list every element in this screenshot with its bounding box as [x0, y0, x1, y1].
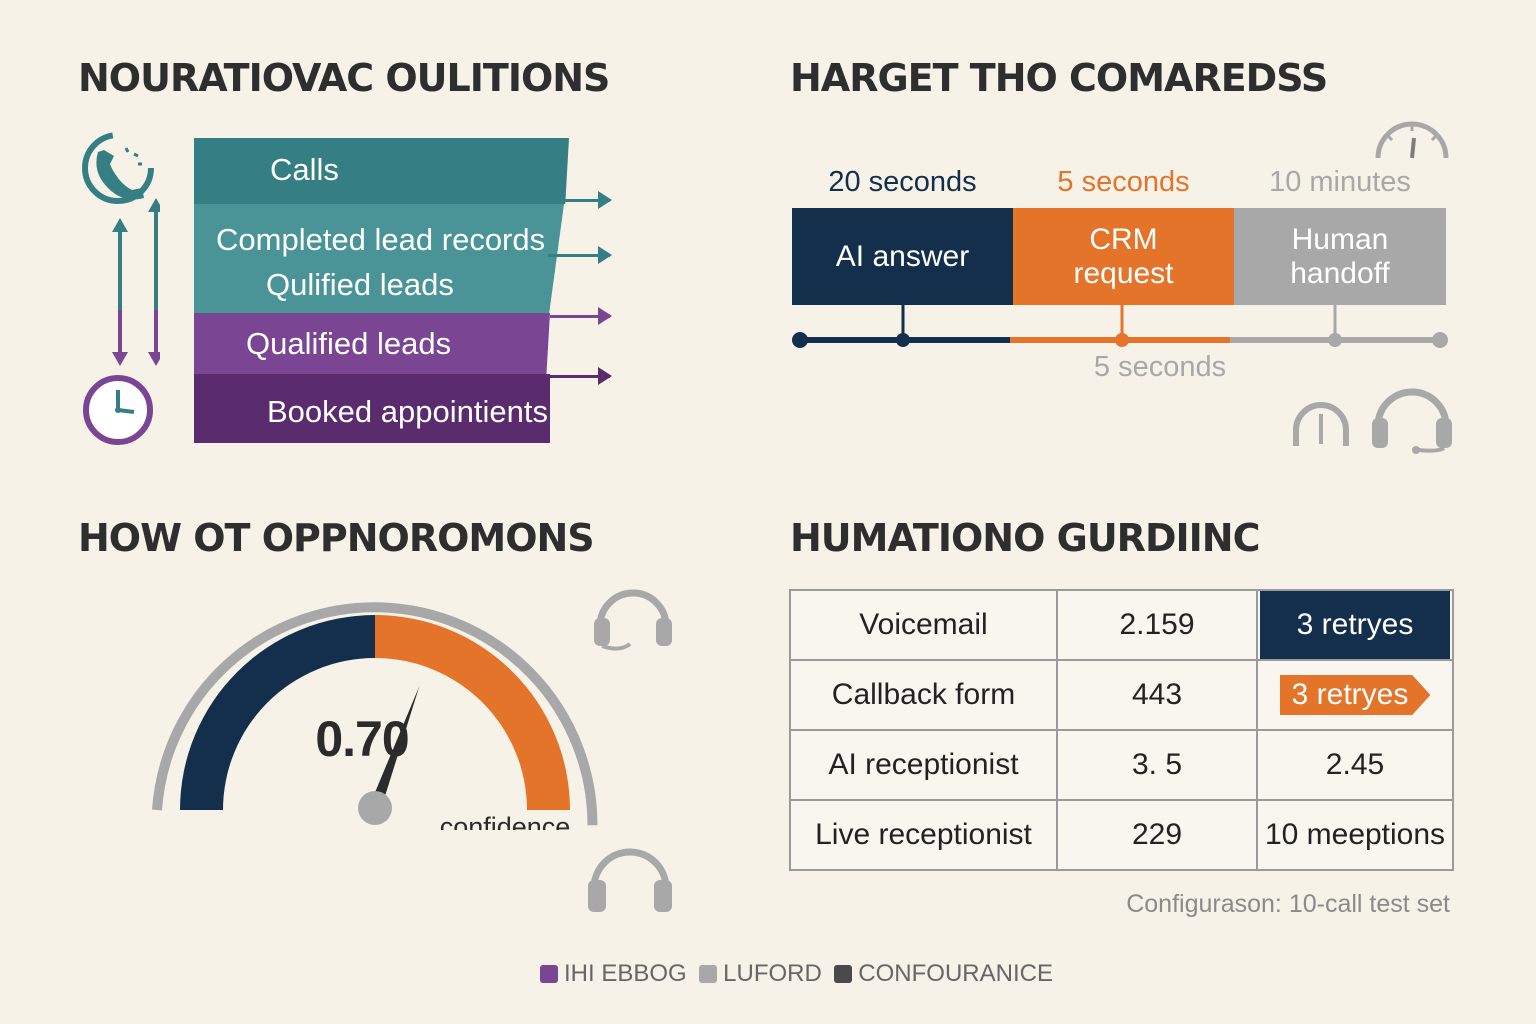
- legend: IHI EBBOG LUFORD CONFOURANICE: [540, 960, 1061, 988]
- funnel-stage-qualified: Qualified leads: [194, 313, 550, 374]
- funnel-stage-label: Calls: [270, 152, 339, 187]
- gauge-caption: confidence: [440, 812, 571, 830]
- gauge-needle: [369, 685, 420, 811]
- funnel-stage-label: Qulified leads: [266, 267, 454, 302]
- timeline-duration-handoff: 10 minutes: [1269, 166, 1411, 198]
- gauge-left-band: [180, 615, 375, 810]
- timeline-axis: [792, 305, 1448, 348]
- retry-badge: 3 retryes: [1279, 675, 1431, 715]
- funnel-stage-label: Booked appointients: [267, 394, 548, 429]
- table-cell: 2.159: [1056, 589, 1258, 661]
- legend-swatch: [540, 965, 558, 983]
- double-arrow-icon: [112, 198, 160, 366]
- legend-swatch: [834, 965, 853, 983]
- timeline-step-label: AI answer: [835, 239, 970, 273]
- funnel-stage-label: Qualified leads: [246, 326, 452, 361]
- timeline-duration-ai: 20 seconds: [828, 166, 977, 198]
- legend-item: LUFORD: [699, 960, 822, 988]
- clock-icon: [83, 375, 153, 445]
- arrow-icon: [548, 367, 612, 385]
- funnel-stage-calls: Calls: [194, 138, 569, 204]
- gauge-title: HOW OT OPPNOROMONS: [78, 516, 595, 560]
- table-cell: 2.45: [1256, 729, 1454, 801]
- table-title: HUMATIONO GURDIINC: [790, 516, 1260, 560]
- phone-icon: [82, 132, 154, 204]
- table-cell: Callback form: [789, 659, 1058, 731]
- arrow-icon: [548, 246, 612, 264]
- table-cell: AI receptionist: [789, 729, 1058, 801]
- comparison-table: Voicemail 2.159 3 retryes Callback form …: [789, 589, 1454, 871]
- table-footnote: Configurason: 10-call test set: [1126, 890, 1450, 918]
- headset-icon: [594, 589, 672, 651]
- table-cell: Voicemail: [789, 589, 1058, 661]
- funnel-side-graphic: [82, 132, 160, 445]
- arrow-icon: [550, 307, 612, 325]
- legend-label: LUFORD: [723, 960, 822, 987]
- table-cell-badge: 3 retryes: [1256, 659, 1454, 731]
- timeline-duration-crm: 5 seconds: [1057, 166, 1190, 198]
- gauge-outer-arc: [152, 602, 598, 826]
- funnel-title: NOURATIOVAC OULITIONS: [78, 56, 610, 100]
- table-cell: 229: [1056, 799, 1258, 871]
- funnel-stage-booked: Booked appointients: [194, 374, 550, 443]
- table-cell: Live receptionist: [789, 799, 1058, 871]
- table-cell: 10 meeptions: [1256, 799, 1454, 871]
- timeline-step-crm: CRM request: [1013, 208, 1234, 305]
- legend-item: IHI EBBOG: [540, 960, 687, 988]
- gauge-hub: [358, 791, 392, 825]
- confidence-gauge: 0.70 confidence: [152, 602, 598, 830]
- table-cell: 3. 5: [1056, 729, 1258, 801]
- table-row: Voicemail 2.159 3 retryes: [789, 589, 1454, 661]
- table-cell: 443: [1056, 659, 1258, 731]
- timeline-step-ai: AI answer: [792, 208, 1013, 305]
- table-cell-badge: 3 retryes: [1256, 589, 1454, 661]
- legend-swatch: [699, 965, 718, 983]
- headset-icon: [588, 848, 672, 912]
- retry-badge: 3 retryes: [1260, 591, 1450, 659]
- timeline-step-handoff: Human handoff: [1234, 208, 1446, 305]
- legend-label: IHI EBBOG: [564, 960, 687, 987]
- funnel-stage-completed: Completed lead records Qulified leads: [194, 204, 564, 313]
- timeline-step-label: Human handoff: [1290, 222, 1390, 290]
- gauge-value-label: 0.70: [315, 711, 408, 767]
- gauge-right-band: [375, 615, 570, 810]
- timeline-title: HARGET THO COMAREDSS: [790, 56, 1328, 100]
- table-row: Live receptionist 229 10 meeptions: [789, 799, 1454, 871]
- gauge-icon: [1293, 402, 1349, 446]
- legend-item: CONFOURANICE: [834, 960, 1053, 988]
- gauge-icon: [1375, 121, 1449, 159]
- timeline-step-label: CRM request: [1073, 222, 1174, 290]
- table-row: Callback form 443 3 retryes: [789, 659, 1454, 731]
- arrow-icon: [565, 191, 612, 209]
- table-row: AI receptionist 3. 5 2.45: [789, 729, 1454, 801]
- headset-icon: [1372, 388, 1452, 454]
- funnel-stage-label: Completed lead records: [216, 222, 546, 257]
- legend-label: CONFOURANICE: [858, 960, 1053, 987]
- timeline-axis-note: 5 seconds: [1093, 351, 1227, 383]
